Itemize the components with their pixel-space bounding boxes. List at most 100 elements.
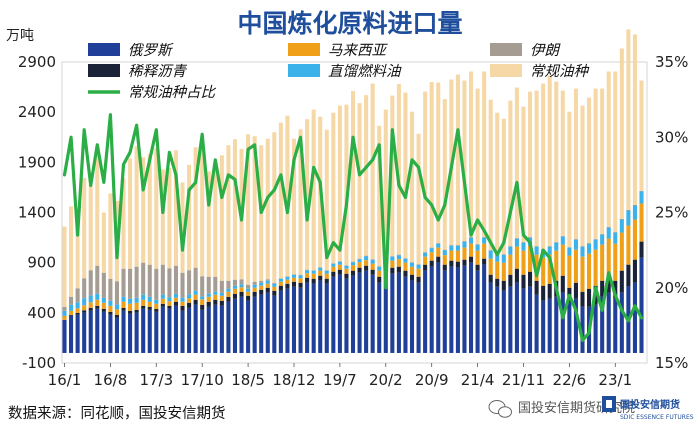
bar-fueloil-32 [272,283,277,287]
bar-malaysia-69 [514,246,519,269]
bar-malaysia-51 [396,259,401,267]
bar-regular-79 [580,105,585,247]
bar-iran-3 [82,278,87,299]
legend-label-share: 常规油种占比 [128,84,216,101]
bar-regular-78 [573,88,578,240]
bar-russia-75 [554,296,559,353]
bar-malaysia-29 [252,287,257,292]
bar-russia-74 [547,298,552,353]
bar-iran-31 [265,279,270,281]
bar-bitumen-44 [350,270,356,276]
bar-regular-42 [337,105,342,262]
bar-regular-4 [88,184,93,271]
bar-russia-45 [357,272,362,353]
bar-regular-33 [278,122,283,279]
bar-bitumen-38 [311,278,316,284]
bar-regular-11 [134,146,139,267]
bar-bitumen-5 [95,305,100,309]
bar-russia-33 [278,290,283,353]
bar-bitumen-25 [226,296,231,302]
bar-fueloil-3 [82,298,87,306]
bar-fueloil-76 [560,236,565,245]
bar-regular-47 [370,83,375,260]
bar-iran-39 [318,267,323,268]
bar-bitumen-18 [180,305,185,311]
bar-iran-10 [128,268,133,299]
bar-russia-18 [180,310,185,353]
bar-fueloil-6 [101,297,106,303]
bar-fueloil-83 [606,227,611,239]
bar-regular-80 [587,97,592,244]
bar-iran-4 [88,270,93,296]
bar-iran-33 [278,278,283,279]
bar-russia-82 [600,296,605,353]
bar-fueloil-74 [547,246,552,255]
bar-regular-29 [252,136,257,282]
y-tick-label: 2900 [18,53,56,71]
bar-bitumen-76 [560,275,565,293]
bar-bitumen-11 [134,309,139,313]
bar-malaysia-11 [134,302,139,310]
bar-bitumen-83 [606,275,611,293]
bar-malaysia-79 [580,256,585,292]
bar-malaysia-19 [187,298,192,303]
bar-iran-76 [560,236,565,237]
x-tick-label: 21/4 [461,371,495,389]
bar-malaysia-53 [409,266,415,275]
bar-russia-28 [246,300,251,353]
bar-regular-44 [350,91,356,262]
bar-bitumen-12 [141,305,146,309]
bar-bitumen-86 [626,264,631,287]
y-tick-label: -100 [22,354,56,372]
bar-bitumen-33 [278,285,283,291]
bar-russia-60 [455,267,460,353]
bar-iran-44 [350,261,356,263]
bar-russia-85 [619,292,624,353]
bar-bitumen-3 [82,310,87,313]
bar-regular-35 [291,138,297,275]
bar-regular-37 [305,119,310,270]
bar-iran-87 [632,204,637,206]
x-tick-label: 16/8 [94,371,128,389]
bar-bitumen-51 [396,266,401,273]
bar-malaysia-58 [442,255,447,265]
bar-russia-17 [173,305,178,353]
bar-bitumen-39 [318,275,323,281]
bar-regular-75 [554,81,559,243]
bar-regular-18 [180,182,185,273]
bar-russia-41 [331,276,336,353]
bar-fueloil-50 [390,256,395,261]
bar-iran-11 [134,266,139,298]
bar-russia-52 [403,276,408,353]
bar-bitumen-32 [272,290,277,296]
bar-iran-84 [613,232,618,233]
bar-regular-10 [128,158,133,269]
bar-malaysia-2 [75,308,80,313]
bar-russia-24 [219,305,224,353]
bar-bitumen-68 [508,274,513,287]
bar-iran-40 [324,270,329,271]
bar-malaysia-85 [619,232,624,271]
bar-iran-71 [528,237,533,238]
bar-malaysia-60 [455,250,460,262]
bar-regular-63 [475,88,480,245]
bar-bitumen-45 [357,267,362,273]
bar-fueloil-87 [632,205,637,220]
bar-fueloil-67 [501,254,506,263]
bar-regular-54 [416,133,421,265]
bar-bitumen-35 [291,281,297,287]
y2-tick-label: 30% [655,128,688,146]
bar-russia-70 [521,288,526,353]
bar-russia-23 [213,304,218,353]
bar-regular-12 [141,157,146,263]
bar-malaysia-86 [626,225,631,265]
bar-bitumen-56 [429,260,434,267]
bar-malaysia-31 [265,283,270,288]
bar-iran-43 [344,265,349,266]
bar-iran-78 [573,239,578,240]
bar-russia-83 [606,292,611,353]
bar-malaysia-54 [416,268,421,277]
watermark-text: 国投安信期货研究院 [518,400,635,416]
